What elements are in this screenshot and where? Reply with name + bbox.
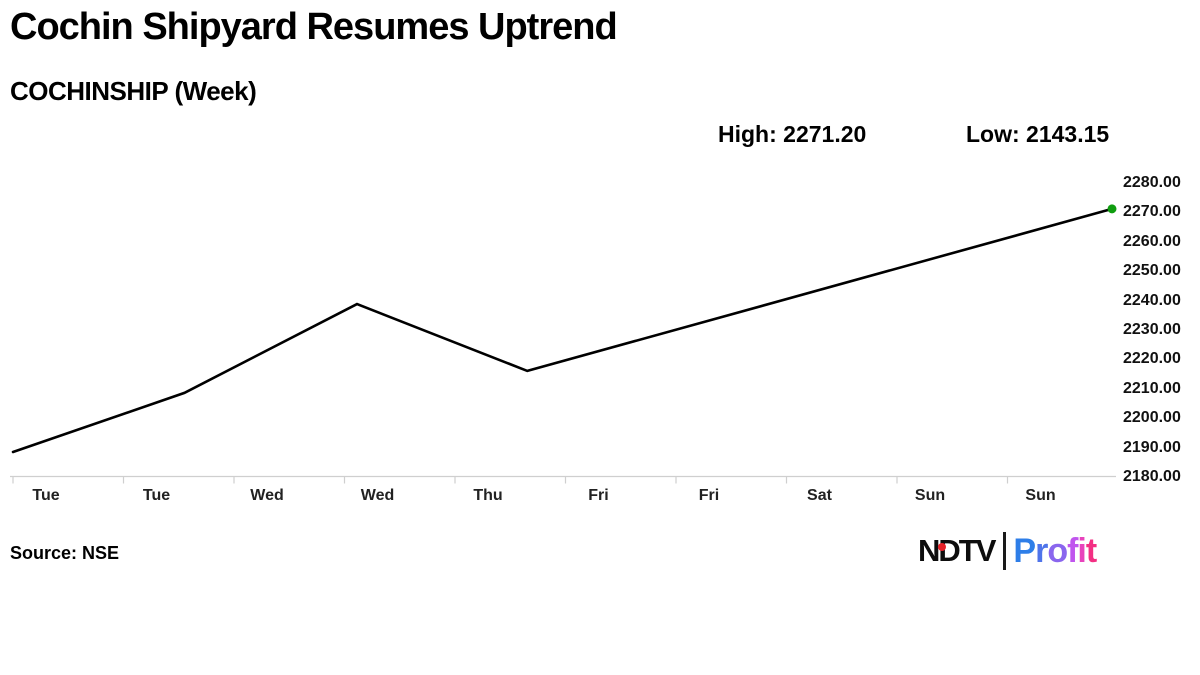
chart-title: Cochin Shipyard Resumes Uptrend <box>10 6 618 48</box>
ndtv-red-dot-icon <box>938 543 946 551</box>
source-label: Source: NSE <box>10 543 120 563</box>
y-axis-label: 2240.00 <box>1123 291 1181 309</box>
x-axis-label: Sat <box>807 487 832 504</box>
x-axis-label: Sun <box>1025 487 1056 504</box>
high-low-row: High: 2271.20 Low: 2143.15 <box>0 121 1200 151</box>
y-axis-label: 2190.00 <box>1123 438 1181 456</box>
price-line <box>11 207 1114 454</box>
x-axis-label: Sun <box>914 487 946 504</box>
profit-logo-letter: t <box>1085 532 1097 570</box>
y-axis-label: 2270.00 <box>1123 203 1181 221</box>
chart-subtitle: COCHINSHIP (Week) <box>10 76 257 106</box>
profit-logo-letter: r <box>1035 532 1048 570</box>
high-value-label: High: 2271.20 <box>718 121 867 147</box>
y-axis-label: 2260.00 <box>1123 232 1181 250</box>
y-axis-label: 2210.00 <box>1123 379 1181 397</box>
x-axis-label: Tue <box>142 487 171 504</box>
y-axis-label: 2230.00 <box>1123 321 1181 338</box>
x-axis-label: Tue <box>32 487 60 504</box>
x-axis-label: Thu <box>473 487 503 504</box>
x-axis-label: Wed <box>360 487 395 504</box>
profit-logo-letter: i <box>1077 532 1087 570</box>
profit-logo-letter: o <box>1047 532 1068 570</box>
ndtv-profit-logo: NDTV Profit <box>918 529 1097 573</box>
y-axis-label: 2250.00 <box>1123 262 1181 280</box>
low-value-label: Low: 2143.15 <box>966 121 1110 147</box>
profit-logo-text: Profit <box>1013 529 1097 573</box>
last-price-dot-icon <box>1107 204 1117 214</box>
x-axis-label: Fri <box>698 487 720 504</box>
x-axis-label: Fri <box>588 487 609 504</box>
ndtv-logo-text: NDTV <box>918 533 996 568</box>
y-axis-label: 2200.00 <box>1123 409 1181 427</box>
profit-logo-letter: f <box>1067 532 1078 570</box>
x-axis-label: Wed <box>250 487 284 504</box>
profit-logo-letter: P <box>1013 532 1036 570</box>
y-axis-label: 2220.00 <box>1123 350 1181 368</box>
y-axis-label: 2180.00 <box>1123 468 1181 485</box>
logo-separator-bar <box>1003 532 1007 570</box>
y-axis-label: 2280.00 <box>1123 174 1181 191</box>
